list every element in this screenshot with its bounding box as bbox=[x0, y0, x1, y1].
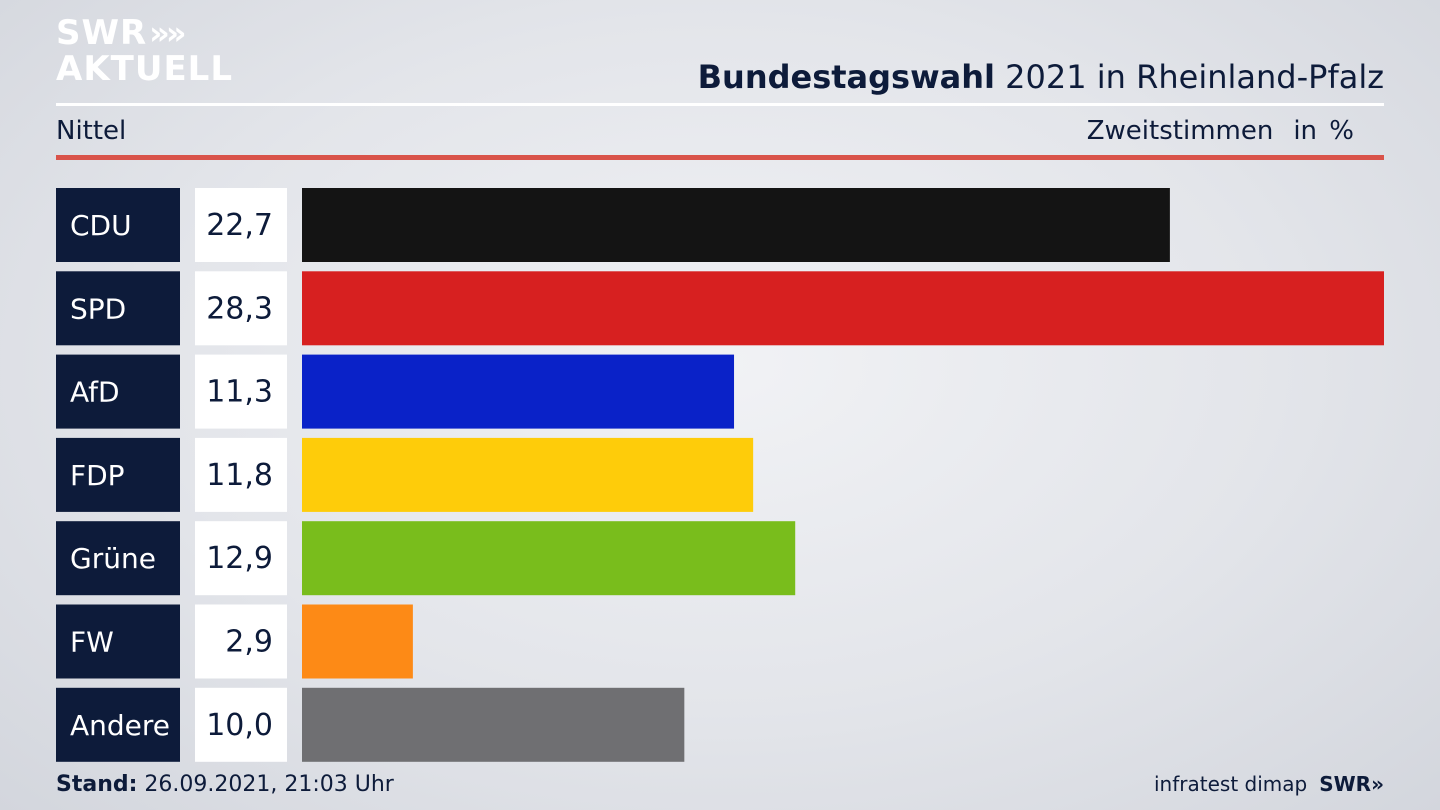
value-box-spd bbox=[195, 271, 287, 346]
bar-cdu bbox=[302, 188, 1170, 262]
party-label-fdp: FDP bbox=[70, 459, 125, 492]
swr-aktuell-logo: SWR»» AKTUELL bbox=[56, 16, 233, 86]
party-label-andere: Andere bbox=[70, 709, 170, 742]
chart-title-rest: 2021 in Rheinland-Pfalz bbox=[995, 58, 1384, 96]
value-label-fdp: 11,8 bbox=[206, 458, 273, 493]
value-label-gr-ne: 12,9 bbox=[206, 541, 273, 576]
value-box-fdp bbox=[195, 437, 287, 512]
swr-footer-logo: SWR» bbox=[1319, 772, 1384, 796]
chart-title-bold: Bundestagswahl bbox=[697, 58, 995, 96]
bar-gr-ne bbox=[302, 521, 796, 596]
header-divider bbox=[56, 103, 1384, 106]
value-box-andere bbox=[195, 687, 287, 762]
bar-andere bbox=[302, 687, 685, 762]
party-label-box-gr-ne bbox=[56, 521, 180, 596]
party-label-box-andere bbox=[56, 687, 180, 762]
party-label-box-afd bbox=[56, 354, 180, 429]
measure-name: Zweitstimmen bbox=[1086, 116, 1274, 146]
bar-afd bbox=[302, 354, 735, 429]
value-box-cdu bbox=[195, 188, 287, 262]
measure-unit: in % bbox=[1293, 116, 1354, 146]
party-label-afd: AfD bbox=[70, 376, 120, 409]
chart-title: Bundestagswahl 2021 in Rheinland-Pfalz bbox=[698, 58, 1384, 96]
party-label-cdu: CDU bbox=[70, 209, 132, 242]
value-box-gr-ne bbox=[195, 521, 287, 596]
value-label-fw: 2,9 bbox=[225, 625, 273, 660]
party-label-gr-ne: Grüne bbox=[70, 542, 156, 575]
party-label-box-cdu bbox=[56, 188, 180, 262]
value-label-afd: 11,3 bbox=[206, 375, 273, 410]
region-label: Nittel bbox=[56, 116, 127, 146]
timestamp-value: 26.09.2021, 21:03 Uhr bbox=[137, 772, 394, 797]
value-box-fw bbox=[195, 604, 287, 679]
bar-spd bbox=[302, 271, 1384, 346]
value-label-andere: 10,0 bbox=[206, 708, 273, 743]
timestamp: Stand: 26.09.2021, 21:03 Uhr bbox=[56, 772, 394, 797]
party-label-box-spd bbox=[56, 271, 180, 346]
party-label-box-fdp bbox=[56, 437, 180, 512]
accent-divider bbox=[56, 155, 1384, 160]
source-name: infratest dimap bbox=[1154, 772, 1308, 796]
value-label-cdu: 22,7 bbox=[206, 208, 273, 243]
logo-text-swr: SWR bbox=[56, 13, 148, 53]
party-label-fw: FW bbox=[70, 626, 114, 659]
bar-fdp bbox=[302, 437, 754, 512]
party-label-box-fw bbox=[56, 604, 180, 679]
timestamp-label: Stand: bbox=[56, 772, 138, 797]
logo-text-aktuell: AKTUELL bbox=[56, 49, 234, 89]
party-label-spd: SPD bbox=[70, 292, 126, 325]
measure-label: Zweitstimmen in % bbox=[1087, 116, 1354, 146]
source-credit: infratest dimap SWR» bbox=[1154, 772, 1384, 796]
value-label-spd: 28,3 bbox=[206, 291, 273, 326]
bar-fw bbox=[302, 604, 413, 679]
value-box-afd bbox=[195, 354, 287, 429]
